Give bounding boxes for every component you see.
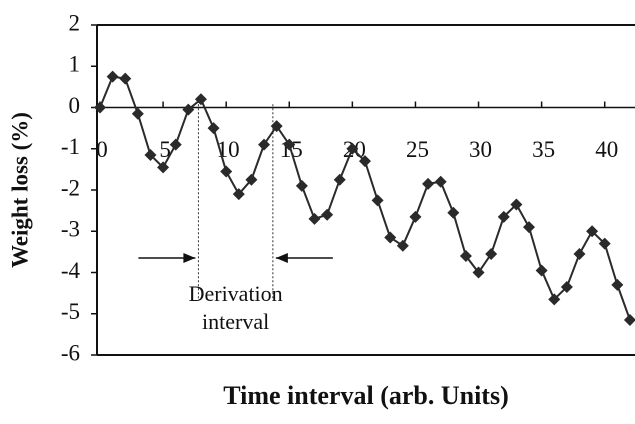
- data-point: [157, 161, 170, 174]
- data-point: [598, 237, 611, 250]
- data-point: [371, 194, 384, 207]
- arrow-head: [275, 253, 288, 263]
- data-point: [422, 177, 435, 190]
- data-point: [169, 138, 182, 151]
- y-tick-label: -2: [61, 175, 80, 200]
- data-point: [384, 231, 397, 244]
- data-point: [523, 221, 536, 234]
- data-point: [131, 107, 144, 120]
- x-tick-label: 25: [406, 137, 429, 162]
- annotation: interval: [202, 309, 269, 334]
- data-point: [459, 250, 472, 262]
- y-tick-label: -5: [61, 299, 80, 324]
- x-tick-label: 0: [96, 137, 108, 162]
- data-point: [573, 247, 586, 260]
- data-point: [245, 173, 258, 186]
- data-point: [308, 212, 321, 225]
- data-point: [119, 72, 132, 85]
- data-point: [535, 264, 548, 277]
- y-tick-label: -1: [61, 134, 80, 159]
- data-point: [106, 70, 119, 83]
- data-point: [232, 188, 245, 201]
- y-axis-title: Weight loss (%): [7, 112, 32, 268]
- data-point: [283, 138, 296, 151]
- data-point: [194, 93, 207, 106]
- data-point: [485, 247, 498, 260]
- data-point: [346, 142, 359, 155]
- y-tick-label: 0: [69, 93, 81, 118]
- x-tick-label: 30: [469, 137, 492, 162]
- data-point: [560, 280, 573, 293]
- data-point: [472, 266, 485, 279]
- data-point: [144, 148, 157, 161]
- y-tick-label: -3: [61, 217, 80, 242]
- data-point: [623, 313, 635, 326]
- data-point: [258, 138, 271, 151]
- data-point: [548, 293, 561, 306]
- x-tick-label: 40: [595, 137, 618, 162]
- annotation: Derivation: [189, 281, 283, 306]
- y-tick-label: 2: [69, 10, 81, 35]
- data-point: [358, 155, 371, 168]
- x-axis-title: Time interval (arb. Units): [223, 381, 509, 410]
- data-point: [510, 198, 523, 211]
- data-point: [586, 225, 599, 238]
- data-point: [497, 210, 510, 223]
- data-point: [182, 103, 195, 116]
- data-point: [434, 175, 447, 188]
- data-point: [333, 173, 346, 186]
- y-tick-label: 1: [69, 52, 81, 77]
- data-point: [220, 165, 233, 178]
- data-line: [99, 75, 631, 321]
- data-point: [94, 101, 106, 114]
- y-tick-label: -6: [61, 340, 80, 365]
- x-tick-label: 5: [159, 137, 171, 162]
- plot-area: [94, 70, 635, 326]
- data-point: [207, 122, 220, 135]
- arrow-head: [183, 253, 196, 263]
- data-point: [447, 206, 460, 219]
- x-tick-label: 35: [532, 137, 555, 162]
- data-point: [396, 239, 409, 252]
- data-point: [295, 179, 308, 192]
- data-point: [270, 120, 283, 133]
- data-point: [409, 210, 422, 223]
- y-tick-label: -4: [61, 258, 81, 283]
- data-point: [611, 278, 624, 291]
- data-point: [321, 208, 334, 221]
